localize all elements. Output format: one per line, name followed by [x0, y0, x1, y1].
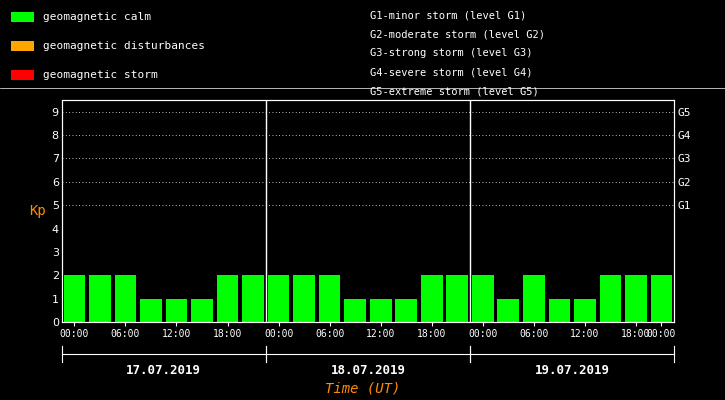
Y-axis label: Kp: Kp: [30, 204, 46, 218]
Text: 18.07.2019: 18.07.2019: [331, 364, 405, 376]
Bar: [421, 275, 442, 322]
Bar: [370, 299, 392, 322]
Bar: [600, 275, 621, 322]
Bar: [472, 275, 494, 322]
Bar: [191, 299, 213, 322]
Text: geomagnetic storm: geomagnetic storm: [43, 70, 157, 80]
Text: 19.07.2019: 19.07.2019: [534, 364, 610, 376]
Bar: [294, 275, 315, 322]
Text: G3-strong storm (level G3): G3-strong storm (level G3): [370, 48, 532, 58]
Bar: [447, 275, 468, 322]
Text: G2-moderate storm (level G2): G2-moderate storm (level G2): [370, 29, 544, 39]
Text: geomagnetic calm: geomagnetic calm: [43, 12, 151, 22]
Text: geomagnetic disturbances: geomagnetic disturbances: [43, 41, 204, 51]
Bar: [549, 299, 571, 322]
Bar: [64, 275, 86, 322]
Bar: [497, 299, 519, 322]
Bar: [344, 299, 366, 322]
Bar: [625, 275, 647, 322]
Bar: [217, 275, 239, 322]
Bar: [319, 275, 341, 322]
Bar: [395, 299, 417, 322]
Bar: [650, 275, 672, 322]
Bar: [523, 275, 544, 322]
Bar: [89, 275, 111, 322]
Text: G5-extreme storm (level G5): G5-extreme storm (level G5): [370, 87, 539, 97]
Bar: [165, 299, 187, 322]
Text: G1-minor storm (level G1): G1-minor storm (level G1): [370, 10, 526, 20]
Bar: [574, 299, 596, 322]
Text: 17.07.2019: 17.07.2019: [126, 364, 202, 376]
Bar: [115, 275, 136, 322]
Text: Time (UT): Time (UT): [325, 382, 400, 396]
Bar: [268, 275, 289, 322]
Bar: [140, 299, 162, 322]
Text: G4-severe storm (level G4): G4-severe storm (level G4): [370, 68, 532, 78]
Bar: [242, 275, 264, 322]
